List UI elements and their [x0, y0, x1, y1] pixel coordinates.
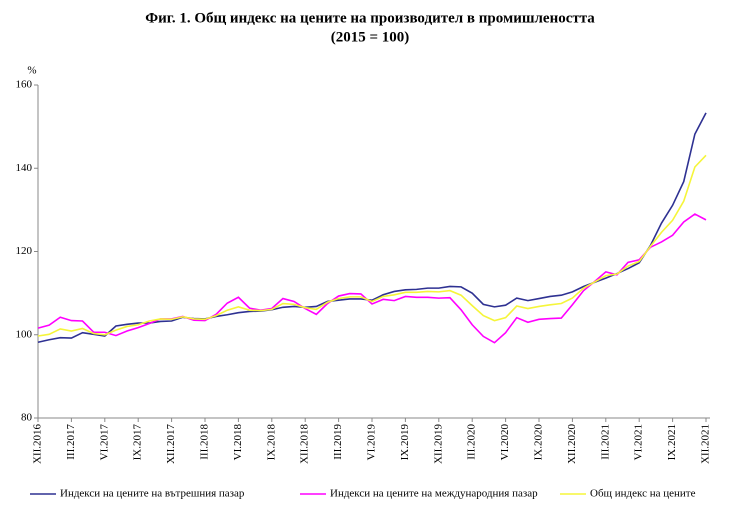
legend-label: Индекси на цените на вътрешния пазар: [60, 488, 245, 500]
y-tick-label: 140: [16, 162, 33, 174]
x-tick-label: XII.2021: [700, 424, 712, 464]
x-tick-label: IX.2018: [265, 424, 277, 461]
chart-subtitle: (2015 = 100): [331, 29, 410, 45]
x-tick-label: VI.2021: [633, 424, 645, 460]
x-tick-label: III.2020: [466, 424, 478, 460]
y-tick-label: 80: [21, 412, 33, 424]
x-tick-label: XII.2017: [165, 424, 177, 465]
x-tick-label: XII.2019: [432, 424, 444, 465]
x-tick-label: III.2018: [199, 424, 211, 460]
series-line: [37, 154, 707, 337]
y-axis-label: %: [27, 65, 36, 77]
series-line: [37, 112, 707, 344]
legend-label: Индекси на цените на международния пазар: [330, 488, 538, 500]
x-tick-label: XII.2016: [32, 424, 44, 465]
x-tick-label: IX.2019: [399, 424, 411, 461]
x-tick-label: VI.2020: [499, 424, 511, 461]
x-tick-label: VI.2017: [98, 424, 110, 461]
y-tick-label: 120: [16, 245, 33, 257]
legend-label: Общ индекс на цените: [590, 488, 696, 500]
chart-title: Фиг. 1. Общ индекс на цените на производ…: [145, 10, 595, 26]
y-tick-label: 160: [16, 79, 33, 91]
x-tick-label: XII.2018: [299, 424, 311, 465]
x-tick-label: IX.2020: [533, 424, 545, 461]
x-tick-label: IX.2021: [666, 424, 678, 460]
x-tick-label: III.2019: [332, 424, 344, 460]
x-tick-label: XII.2020: [566, 424, 578, 465]
y-tick-label: 100: [16, 328, 33, 340]
x-tick-label: VI.2018: [232, 424, 244, 461]
x-tick-label: VI.2019: [366, 424, 378, 461]
x-tick-label: IX.2017: [132, 424, 144, 461]
x-tick-label: III.2017: [65, 424, 77, 460]
x-tick-label: III.2021: [599, 424, 611, 460]
